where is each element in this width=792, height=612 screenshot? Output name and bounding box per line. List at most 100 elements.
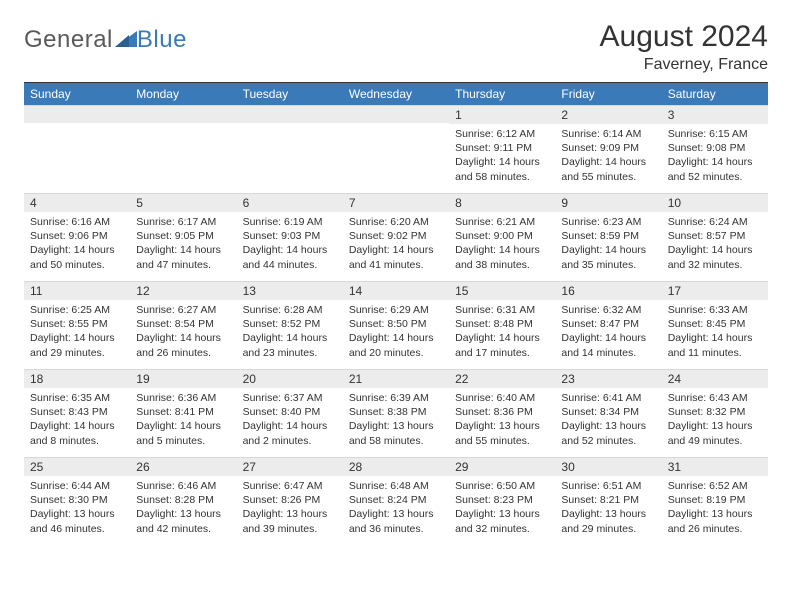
- calendar-cell: 29Sunrise: 6:50 AMSunset: 8:23 PMDayligh…: [449, 457, 555, 545]
- sunrise-text: Sunrise: 6:47 AM: [243, 479, 337, 493]
- calendar-cell: 3Sunrise: 6:15 AMSunset: 9:08 PMDaylight…: [662, 105, 768, 193]
- sunrise-text: Sunrise: 6:46 AM: [136, 479, 230, 493]
- sunrise-text: Sunrise: 6:23 AM: [561, 215, 655, 229]
- sunset-text: Sunset: 8:26 PM: [243, 493, 337, 507]
- sunset-text: Sunset: 8:21 PM: [561, 493, 655, 507]
- daylight-text: Daylight: 14 hours and 41 minutes.: [349, 243, 443, 271]
- sunrise-text: Sunrise: 6:37 AM: [243, 391, 337, 405]
- day-number: [343, 105, 449, 123]
- day-number: 28: [343, 457, 449, 476]
- sunset-text: Sunset: 9:02 PM: [349, 229, 443, 243]
- calendar-cell: 1Sunrise: 6:12 AMSunset: 9:11 PMDaylight…: [449, 105, 555, 193]
- page-header: General Blue August 2024 Faverney, Franc…: [24, 20, 768, 74]
- day-number: 14: [343, 281, 449, 300]
- day-details: Sunrise: 6:29 AMSunset: 8:50 PMDaylight:…: [343, 300, 449, 364]
- calendar-week-row: 11Sunrise: 6:25 AMSunset: 8:55 PMDayligh…: [24, 281, 768, 369]
- sunrise-text: Sunrise: 6:51 AM: [561, 479, 655, 493]
- day-details: Sunrise: 6:47 AMSunset: 8:26 PMDaylight:…: [237, 476, 343, 540]
- calendar-cell: 12Sunrise: 6:27 AMSunset: 8:54 PMDayligh…: [130, 281, 236, 369]
- daylight-text: Daylight: 13 hours and 42 minutes.: [136, 507, 230, 535]
- sunset-text: Sunset: 8:48 PM: [455, 317, 549, 331]
- sunset-text: Sunset: 8:32 PM: [668, 405, 762, 419]
- calendar-cell: 10Sunrise: 6:24 AMSunset: 8:57 PMDayligh…: [662, 193, 768, 281]
- day-details: Sunrise: 6:28 AMSunset: 8:52 PMDaylight:…: [237, 300, 343, 364]
- sunrise-text: Sunrise: 6:32 AM: [561, 303, 655, 317]
- calendar-week-row: 4Sunrise: 6:16 AMSunset: 9:06 PMDaylight…: [24, 193, 768, 281]
- day-number: 16: [555, 281, 661, 300]
- calendar-week-row: 25Sunrise: 6:44 AMSunset: 8:30 PMDayligh…: [24, 457, 768, 545]
- day-number: 4: [24, 193, 130, 212]
- daylight-text: Daylight: 14 hours and 44 minutes.: [243, 243, 337, 271]
- day-details: Sunrise: 6:25 AMSunset: 8:55 PMDaylight:…: [24, 300, 130, 364]
- sunset-text: Sunset: 8:55 PM: [30, 317, 124, 331]
- day-details: Sunrise: 6:32 AMSunset: 8:47 PMDaylight:…: [555, 300, 661, 364]
- day-number: 3: [662, 105, 768, 124]
- sunset-text: Sunset: 9:11 PM: [455, 141, 549, 155]
- day-details: Sunrise: 6:15 AMSunset: 9:08 PMDaylight:…: [662, 124, 768, 188]
- sunset-text: Sunset: 8:43 PM: [30, 405, 124, 419]
- day-number: 19: [130, 369, 236, 388]
- calendar-cell: 8Sunrise: 6:21 AMSunset: 9:00 PMDaylight…: [449, 193, 555, 281]
- daylight-text: Daylight: 14 hours and 32 minutes.: [668, 243, 762, 271]
- daylight-text: Daylight: 13 hours and 55 minutes.: [455, 419, 549, 447]
- daylight-text: Daylight: 13 hours and 29 minutes.: [561, 507, 655, 535]
- sunrise-text: Sunrise: 6:52 AM: [668, 479, 762, 493]
- sunset-text: Sunset: 8:38 PM: [349, 405, 443, 419]
- sunrise-text: Sunrise: 6:40 AM: [455, 391, 549, 405]
- calendar-cell: 2Sunrise: 6:14 AMSunset: 9:09 PMDaylight…: [555, 105, 661, 193]
- sunset-text: Sunset: 8:52 PM: [243, 317, 337, 331]
- day-number: 5: [130, 193, 236, 212]
- day-number: 13: [237, 281, 343, 300]
- day-number: 15: [449, 281, 555, 300]
- daylight-text: Daylight: 14 hours and 47 minutes.: [136, 243, 230, 271]
- day-number: 26: [130, 457, 236, 476]
- weekday-header: Tuesday: [237, 83, 343, 106]
- day-details: Sunrise: 6:51 AMSunset: 8:21 PMDaylight:…: [555, 476, 661, 540]
- day-details: Sunrise: 6:21 AMSunset: 9:00 PMDaylight:…: [449, 212, 555, 276]
- daylight-text: Daylight: 14 hours and 52 minutes.: [668, 155, 762, 183]
- day-number: 23: [555, 369, 661, 388]
- logo-text-general: General: [24, 26, 113, 54]
- day-number: 9: [555, 193, 661, 212]
- day-number: 17: [662, 281, 768, 300]
- sunset-text: Sunset: 9:05 PM: [136, 229, 230, 243]
- calendar-cell: [237, 105, 343, 193]
- sunset-text: Sunset: 8:28 PM: [136, 493, 230, 507]
- calendar-cell: 30Sunrise: 6:51 AMSunset: 8:21 PMDayligh…: [555, 457, 661, 545]
- daylight-text: Daylight: 13 hours and 46 minutes.: [30, 507, 124, 535]
- day-details: Sunrise: 6:12 AMSunset: 9:11 PMDaylight:…: [449, 124, 555, 188]
- calendar-header-row: Sunday Monday Tuesday Wednesday Thursday…: [24, 83, 768, 106]
- day-number: 30: [555, 457, 661, 476]
- day-number: 8: [449, 193, 555, 212]
- daylight-text: Daylight: 13 hours and 52 minutes.: [561, 419, 655, 447]
- sunrise-text: Sunrise: 6:31 AM: [455, 303, 549, 317]
- sunset-text: Sunset: 8:19 PM: [668, 493, 762, 507]
- calendar-cell: 17Sunrise: 6:33 AMSunset: 8:45 PMDayligh…: [662, 281, 768, 369]
- day-number: [24, 105, 130, 123]
- sunset-text: Sunset: 9:00 PM: [455, 229, 549, 243]
- daylight-text: Daylight: 13 hours and 49 minutes.: [668, 419, 762, 447]
- sunrise-text: Sunrise: 6:39 AM: [349, 391, 443, 405]
- day-details: Sunrise: 6:23 AMSunset: 8:59 PMDaylight:…: [555, 212, 661, 276]
- daylight-text: Daylight: 14 hours and 29 minutes.: [30, 331, 124, 359]
- day-details: Sunrise: 6:27 AMSunset: 8:54 PMDaylight:…: [130, 300, 236, 364]
- daylight-text: Daylight: 14 hours and 50 minutes.: [30, 243, 124, 271]
- daylight-text: Daylight: 14 hours and 35 minutes.: [561, 243, 655, 271]
- daylight-text: Daylight: 14 hours and 2 minutes.: [243, 419, 337, 447]
- sunrise-text: Sunrise: 6:21 AM: [455, 215, 549, 229]
- sunset-text: Sunset: 8:36 PM: [455, 405, 549, 419]
- day-details: Sunrise: 6:37 AMSunset: 8:40 PMDaylight:…: [237, 388, 343, 452]
- day-number: 18: [24, 369, 130, 388]
- day-details: Sunrise: 6:48 AMSunset: 8:24 PMDaylight:…: [343, 476, 449, 540]
- day-details: Sunrise: 6:46 AMSunset: 8:28 PMDaylight:…: [130, 476, 236, 540]
- sunrise-text: Sunrise: 6:41 AM: [561, 391, 655, 405]
- daylight-text: Daylight: 14 hours and 58 minutes.: [455, 155, 549, 183]
- daylight-text: Daylight: 13 hours and 58 minutes.: [349, 419, 443, 447]
- sunset-text: Sunset: 9:06 PM: [30, 229, 124, 243]
- sunrise-text: Sunrise: 6:43 AM: [668, 391, 762, 405]
- sunset-text: Sunset: 8:57 PM: [668, 229, 762, 243]
- sunrise-text: Sunrise: 6:50 AM: [455, 479, 549, 493]
- day-details: Sunrise: 6:31 AMSunset: 8:48 PMDaylight:…: [449, 300, 555, 364]
- day-details: Sunrise: 6:50 AMSunset: 8:23 PMDaylight:…: [449, 476, 555, 540]
- day-details: Sunrise: 6:14 AMSunset: 9:09 PMDaylight:…: [555, 124, 661, 188]
